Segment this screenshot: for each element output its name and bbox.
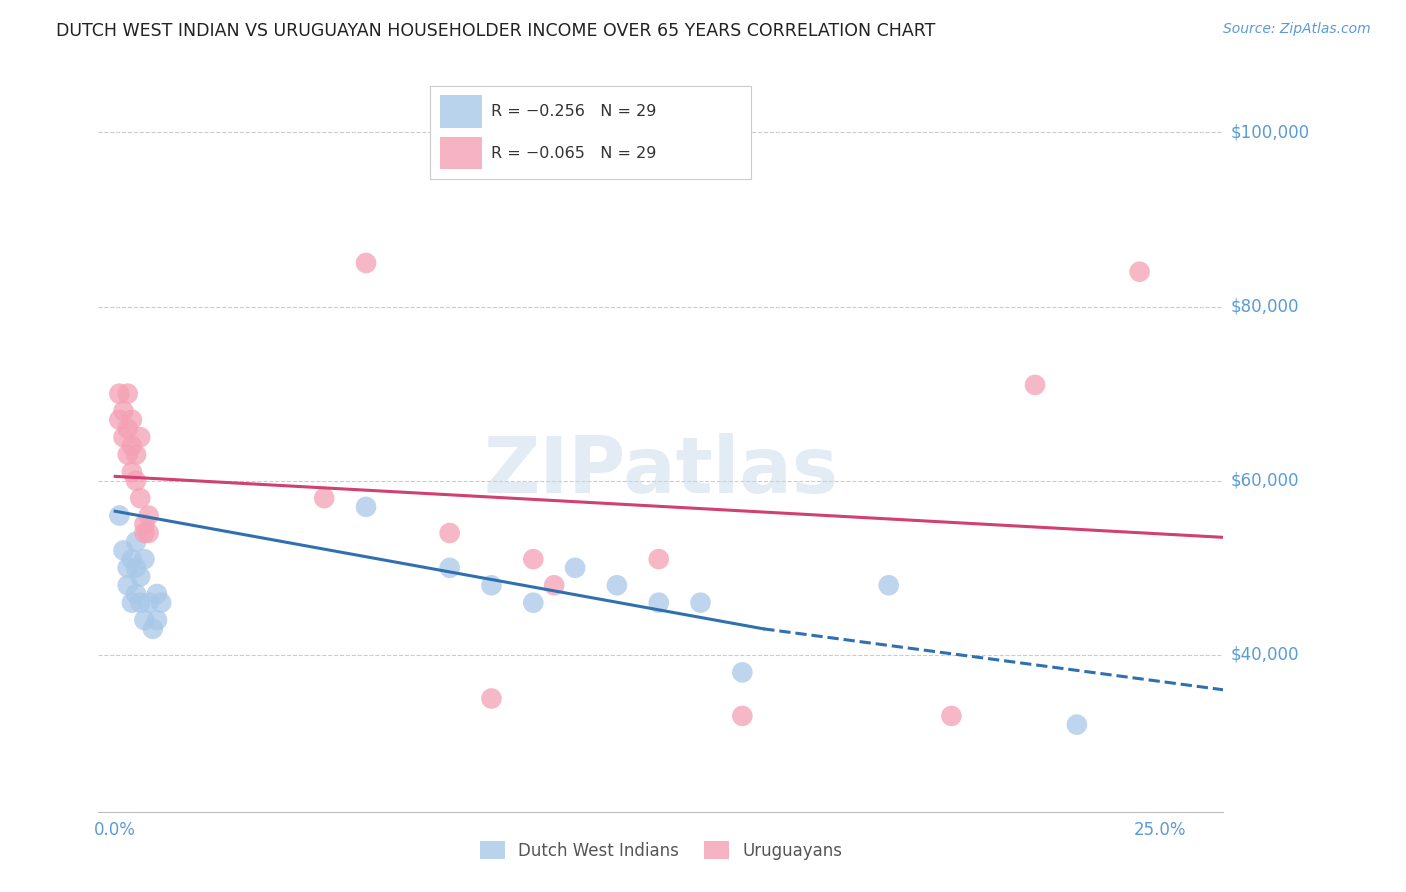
Point: [108, 508, 131, 523]
Point: [314, 491, 336, 505]
Point: [121, 596, 143, 610]
Point: [125, 534, 148, 549]
Point: [121, 552, 143, 566]
Point: [112, 404, 135, 418]
Point: [134, 613, 156, 627]
Point: [481, 578, 503, 592]
Point: [689, 596, 711, 610]
Point: [150, 596, 173, 610]
Text: Source: ZipAtlas.com: Source: ZipAtlas.com: [1223, 22, 1371, 37]
Point: [606, 578, 628, 592]
Point: [439, 526, 461, 541]
Point: [146, 613, 169, 627]
Point: [125, 587, 148, 601]
Text: $100,000: $100,000: [1230, 123, 1309, 141]
Point: [877, 578, 900, 592]
Point: [543, 578, 565, 592]
Point: [108, 413, 131, 427]
Text: $60,000: $60,000: [1230, 472, 1299, 490]
Point: [121, 439, 143, 453]
Text: $40,000: $40,000: [1230, 646, 1299, 664]
Point: [439, 561, 461, 575]
Point: [354, 500, 377, 514]
Point: [134, 517, 156, 532]
Point: [112, 543, 135, 558]
Point: [129, 596, 152, 610]
Point: [117, 578, 139, 592]
Point: [108, 386, 131, 401]
Text: DUTCH WEST INDIAN VS URUGUAYAN HOUSEHOLDER INCOME OVER 65 YEARS CORRELATION CHAR: DUTCH WEST INDIAN VS URUGUAYAN HOUSEHOLD…: [56, 22, 935, 40]
Point: [117, 448, 139, 462]
Point: [1129, 265, 1152, 279]
Point: [648, 596, 671, 610]
Point: [112, 430, 135, 444]
Point: [117, 421, 139, 435]
Point: [138, 596, 160, 610]
Point: [648, 552, 671, 566]
Point: [138, 526, 160, 541]
Text: $80,000: $80,000: [1230, 298, 1299, 316]
Point: [121, 413, 143, 427]
Point: [1024, 378, 1046, 392]
Point: [125, 448, 148, 462]
Legend: Dutch West Indians, Uruguayans: Dutch West Indians, Uruguayans: [472, 835, 849, 866]
Point: [354, 256, 377, 270]
Text: ZIPatlas: ZIPatlas: [484, 434, 838, 509]
Point: [941, 709, 963, 723]
Point: [134, 552, 156, 566]
Point: [117, 561, 139, 575]
Point: [1066, 717, 1088, 731]
Point: [564, 561, 586, 575]
Point: [121, 465, 143, 479]
Point: [129, 430, 152, 444]
Point: [731, 665, 754, 680]
Point: [125, 474, 148, 488]
Point: [481, 691, 503, 706]
Point: [142, 622, 165, 636]
Point: [134, 526, 156, 541]
Point: [117, 386, 139, 401]
Point: [522, 596, 544, 610]
Point: [129, 569, 152, 583]
Point: [146, 587, 169, 601]
Point: [125, 561, 148, 575]
Point: [138, 508, 160, 523]
Point: [522, 552, 544, 566]
Point: [731, 709, 754, 723]
Point: [129, 491, 152, 505]
